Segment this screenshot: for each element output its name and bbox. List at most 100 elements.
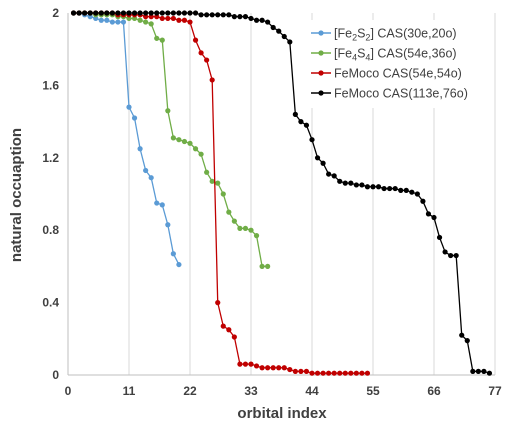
data-point [170, 251, 176, 257]
data-point [98, 17, 104, 23]
legend-item: FeMoco CAS(54e,54o) [311, 67, 462, 81]
data-point [176, 17, 182, 23]
legend-item: FeMoco CAS(113e,76o) [311, 87, 468, 101]
data-point [303, 122, 310, 128]
data-point [320, 370, 326, 376]
data-point [276, 28, 282, 34]
data-point [165, 108, 171, 114]
data-point [170, 135, 176, 141]
data-point [126, 104, 132, 110]
data-point [414, 191, 420, 197]
data-point [392, 185, 398, 192]
data-point [459, 332, 465, 338]
data-point [120, 19, 127, 25]
data-point [220, 323, 226, 329]
data-point [181, 10, 188, 16]
data-point [215, 180, 221, 186]
data-point [82, 10, 88, 16]
data-point [242, 225, 249, 231]
data-point [281, 33, 287, 40]
data-point [198, 12, 204, 18]
data-point [170, 10, 176, 16]
data-point [242, 361, 249, 367]
data-point [259, 17, 265, 23]
x-tick-label: 55 [366, 384, 380, 398]
data-point [137, 10, 143, 16]
data-point [348, 370, 354, 376]
data-point [259, 365, 265, 371]
data-point [248, 227, 254, 233]
data-point [237, 225, 243, 231]
data-point [248, 15, 254, 22]
data-point [187, 10, 193, 16]
data-point [237, 361, 243, 367]
data-point [425, 211, 432, 217]
data-point [204, 57, 210, 63]
data-point [148, 10, 154, 16]
data-point [204, 169, 210, 175]
data-point [326, 370, 332, 376]
data-point [231, 14, 237, 20]
data-point [270, 24, 276, 31]
data-point [303, 368, 310, 374]
data-point [209, 178, 215, 184]
data-point [143, 19, 149, 25]
data-point [87, 10, 93, 16]
data-point [253, 363, 260, 369]
data-point [231, 218, 237, 224]
data-point [314, 155, 321, 161]
data-point [387, 185, 393, 192]
data-point [248, 361, 254, 367]
data-point [259, 263, 265, 269]
data-point [148, 21, 154, 27]
data-point [209, 77, 215, 83]
data-point [359, 182, 365, 188]
y-tick-label: 0 [52, 368, 59, 382]
data-point [481, 368, 487, 374]
data-point [143, 14, 149, 20]
data-point [198, 50, 204, 56]
y-tick-label: 0.8 [42, 223, 59, 237]
data-point [154, 200, 160, 206]
data-point [204, 12, 210, 18]
tick-labels: 0 11 22 33 44 55 66 77 0 0.4 0.8 1.2 1.6 2 [42, 6, 502, 398]
data-point [120, 10, 127, 16]
data-point [309, 370, 315, 376]
data-point [375, 184, 382, 190]
data-point [70, 10, 77, 16]
data-point [337, 370, 343, 376]
data-point [154, 10, 160, 16]
legend-swatch-marker [318, 70, 324, 76]
data-point [353, 182, 359, 188]
data-point [176, 10, 182, 16]
data-point [320, 160, 326, 166]
data-point [131, 115, 138, 121]
data-point [486, 370, 493, 376]
data-point [298, 119, 304, 125]
data-point [431, 214, 437, 221]
data-point [364, 184, 371, 190]
x-tick-label: 22 [183, 384, 197, 398]
data-point [342, 180, 348, 186]
data-point [281, 365, 287, 371]
data-point [453, 252, 459, 259]
data-point [220, 12, 226, 18]
data-point [253, 233, 260, 239]
data-point [448, 252, 454, 259]
data-point [137, 146, 143, 152]
data-point [159, 37, 165, 43]
data-point [215, 300, 221, 306]
legend: [Fe2S2] CAS(30e,20o) [Fe4S4] CAS(54e,36o)… [304, 20, 494, 108]
data-point [420, 198, 426, 204]
data-point [76, 10, 82, 16]
legend-swatch-marker [318, 90, 324, 96]
y-axis-title: natural occuaption [8, 128, 25, 262]
data-point [104, 10, 110, 16]
x-tick-label: 0 [65, 384, 72, 398]
legend-item: [Fe4S4] CAS(54e,36o) [311, 47, 457, 63]
data-point [364, 370, 371, 376]
data-point [109, 10, 115, 16]
data-point [292, 111, 298, 117]
y-tick-label: 1.2 [42, 151, 59, 165]
